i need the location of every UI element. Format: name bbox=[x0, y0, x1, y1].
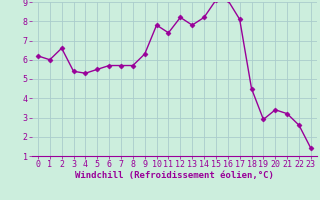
X-axis label: Windchill (Refroidissement éolien,°C): Windchill (Refroidissement éolien,°C) bbox=[75, 171, 274, 180]
